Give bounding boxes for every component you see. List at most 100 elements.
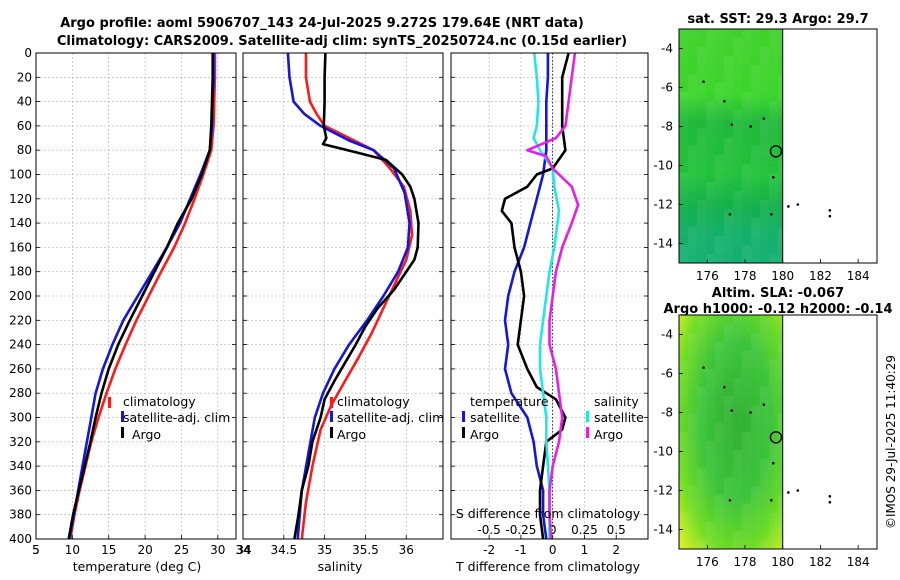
y-tick-label: 300	[9, 411, 32, 425]
map-cell	[769, 333, 778, 342]
map-cell	[715, 504, 724, 513]
x-tick-label: 1	[581, 543, 589, 557]
map-cell	[724, 200, 733, 209]
x-tick-label: 5	[32, 543, 40, 557]
legend-label-satellite: satellite-adj. clim	[123, 410, 230, 425]
map-cell	[724, 56, 733, 65]
map-cell	[769, 227, 778, 236]
map-cell	[697, 396, 706, 405]
map-cell	[715, 342, 724, 351]
map-cell	[733, 83, 742, 92]
map-frame	[678, 28, 878, 264]
island-marker	[771, 175, 775, 179]
map-cell	[715, 245, 724, 254]
map-cell	[769, 119, 778, 128]
map-cell	[742, 504, 751, 513]
map-cell	[688, 495, 697, 504]
x-tick-label: 35.5	[352, 543, 379, 557]
map-cell	[688, 191, 697, 200]
map-cell	[760, 254, 769, 263]
map-cell	[742, 360, 751, 369]
island-marker	[762, 117, 766, 120]
series-line-salinity-Argo	[525, 52, 580, 540]
island-marker	[722, 385, 726, 389]
map-cell	[679, 342, 688, 351]
map-cell	[733, 254, 742, 263]
map-cell	[679, 369, 688, 378]
map-cell	[679, 101, 688, 110]
map-cell	[688, 56, 697, 65]
map-cell	[715, 360, 724, 369]
map-cell	[760, 137, 769, 146]
map-cell	[733, 245, 742, 254]
map-cell	[733, 128, 742, 137]
y-tick-label: 60	[17, 119, 32, 133]
sst-map: 176 178 180 182 184 -4 -6 -8 -10 -12 -14	[653, 28, 878, 283]
map-cell	[724, 182, 733, 191]
map-cell	[733, 38, 742, 47]
map-cell	[724, 378, 733, 387]
map-cell	[679, 522, 688, 531]
map-cell	[679, 146, 688, 155]
map-cell	[760, 513, 769, 522]
map-cell	[724, 254, 733, 263]
x-tick-label: 15	[101, 543, 116, 557]
map-cell	[697, 468, 706, 477]
island-marker	[730, 409, 734, 412]
map-cell	[769, 351, 778, 360]
map-cell	[751, 441, 760, 450]
x-top-tick-label: 0.25	[571, 523, 598, 537]
map-cell	[751, 342, 760, 351]
map-cell	[751, 200, 760, 209]
sla-map: 176 178 180 182 184 -4 -6 -8 -10 -12 -14	[653, 314, 878, 569]
map-cell	[760, 227, 769, 236]
map-cell	[715, 173, 724, 182]
map-cell	[706, 405, 715, 414]
map-cell	[733, 441, 742, 450]
legend-swatch-climatology	[108, 397, 111, 408]
map-cell	[679, 324, 688, 333]
map-cell	[760, 423, 769, 432]
map-cell	[715, 495, 724, 504]
map-cell	[706, 29, 715, 38]
map-cell	[679, 65, 688, 74]
map-cell	[769, 324, 778, 333]
map-cell	[697, 227, 706, 236]
map-cell	[742, 495, 751, 504]
map-cell	[760, 182, 769, 191]
map-cell	[733, 405, 742, 414]
map-cell	[697, 191, 706, 200]
map-cell	[697, 155, 706, 164]
map-cell	[697, 74, 706, 83]
map-cell	[742, 101, 751, 110]
map-cell	[715, 137, 724, 146]
y-tick-label: 380	[9, 508, 32, 522]
map-cell	[688, 369, 697, 378]
map-cell	[742, 119, 751, 128]
map-cell	[751, 459, 760, 468]
map-cell	[733, 324, 742, 333]
map-cell	[742, 218, 751, 227]
island-marker	[749, 125, 752, 128]
map-cell	[715, 423, 724, 432]
t-difference-axis-label: T difference from climatology	[455, 559, 641, 574]
map-cell	[706, 38, 715, 47]
map-cell	[697, 128, 706, 137]
map-cell	[679, 450, 688, 459]
map-cell	[706, 459, 715, 468]
legend-swatch-climatology	[330, 397, 333, 408]
map-cell	[697, 29, 706, 38]
map-cell	[769, 504, 778, 513]
y-tick-label: 40	[17, 95, 32, 109]
map-cell	[742, 432, 751, 441]
map-cell	[706, 333, 715, 342]
map-cell	[697, 540, 706, 549]
map-cell	[769, 236, 778, 245]
map-cell	[751, 513, 760, 522]
map-cell	[679, 540, 688, 549]
map-cell	[742, 74, 751, 83]
difference-panel: -2 -1 0 1 2-0.5 -0.25 0 0.25 0.5	[450, 52, 649, 557]
map-cell	[769, 486, 778, 495]
